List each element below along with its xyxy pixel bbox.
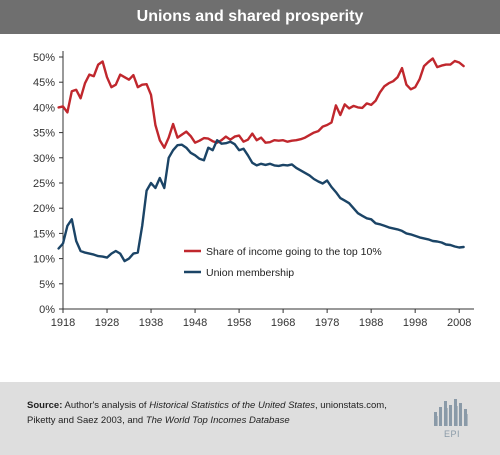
legend-label: Union membership [206,267,294,279]
y-tick-label: 50% [33,52,55,64]
x-tick-label: 1998 [403,317,427,329]
source-label: Source: [27,400,63,411]
x-tick-label: 2008 [447,317,471,329]
title-bar: Unions and shared prosperity [0,0,500,34]
x-tick-label: 1968 [271,317,295,329]
y-tick-label: 45% [33,77,55,89]
x-tick-label: 1938 [139,317,163,329]
epi-logo-text: EPI [443,429,460,439]
series-line-union-membership [57,139,465,263]
y-tick-label: 15% [33,228,55,240]
chart-title: Unions and shared prosperity [136,8,364,25]
y-tick-label: 40% [33,102,55,114]
legend-label: Share of income going to the top 10% [206,246,382,258]
line-chart: 0% 5% 10% 15% 20% 25% 30% 35% 40% 45% 50% 1918 1928 1… [33,51,474,329]
y-tick-label: 25% [33,178,55,190]
x-tick-label: 1978 [315,317,339,329]
source-note: Source: Author's analysis of Historical … [27,398,397,428]
source-italic-2: The World Top Incomes Database [145,415,290,426]
x-tick-label: 1928 [95,317,119,329]
source-text-1: Author's analysis of [62,400,150,411]
y-tick-label: 30% [33,153,55,165]
y-tick-label: 10% [33,254,55,266]
x-tick-label: 1988 [359,317,383,329]
y-tick-label: 20% [33,203,55,215]
x-tick-label: 1948 [183,317,207,329]
source-footer: Source: Author's analysis of Historical … [0,382,500,455]
epi-logo-icon [434,399,468,426]
x-tick-label: 1918 [51,317,75,329]
y-tick-label: 5% [39,279,55,291]
series-line-top10-income-share [57,57,465,149]
y-tick-label: 35% [33,128,55,140]
y-tick-label: 0% [39,304,55,316]
x-tick-label: 1958 [227,317,251,329]
source-italic-1: Historical Statistics of the United Stat… [149,400,316,411]
source-text-2: , unionstats.com, Piketty and Saez 2003,… [27,400,387,426]
